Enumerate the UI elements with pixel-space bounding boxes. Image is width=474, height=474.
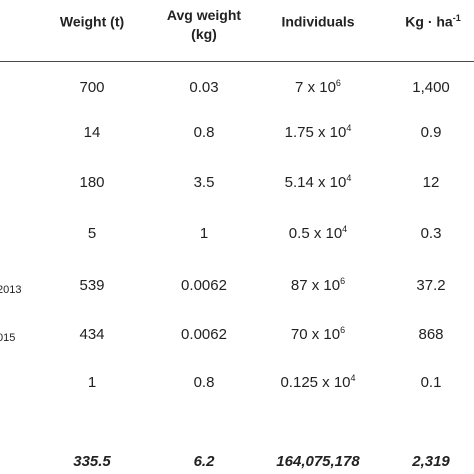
total-individuals: 164,075,178 [276,453,360,470]
cell-kg-ha: 0.1 [420,374,442,391]
cell-individuals: 70 x 106 [291,326,345,344]
cell-individuals-exp: 4 [342,224,348,234]
header-avg-weight-line2: (kg) [191,26,217,42]
cell-weight: 539 [79,277,105,294]
cell-avg-weight: 0.03 [189,79,219,96]
cell-weight: 5 [87,225,97,242]
total-weight: 335.5 [73,453,111,470]
header-avg-weight-line1: Avg weight [166,7,242,23]
cell-individuals-base: 1.75 x 10 [284,124,347,141]
cell-avg-weight: 3.5 [193,174,215,191]
header-avg-weight: Avg weight (kg) [167,6,241,44]
cell-individuals-base: 70 x 10 [290,326,341,343]
cell-individuals: 5.14 x 104 [285,174,352,192]
cell-kg-ha: 0.3 [420,225,442,242]
header-kg-ha: Kg · ha-1 [405,13,460,32]
cell-individuals-exp: 4 [350,373,356,383]
header-individuals: Individuals [281,13,355,30]
cell-individuals: 0.125 x 104 [280,374,355,392]
row-label: 015 [0,332,16,344]
header-weight: Weight (t) [59,13,125,30]
cell-individuals-exp: 6 [340,276,346,286]
cell-individuals: 0.5 x 104 [289,225,347,243]
header-kg-ha-base: Kg · ha [405,13,453,30]
cell-individuals-base: 0.125 x 10 [280,374,351,391]
cell-weight: 700 [79,79,105,96]
cell-avg-weight: 0.0062 [181,277,227,294]
cell-avg-weight: 0.0062 [181,326,227,343]
cell-weight: 1 [87,374,97,391]
cell-individuals-exp: 4 [346,123,352,133]
cell-weight: 434 [79,326,105,343]
cell-individuals: 87 x 106 [291,277,345,295]
cell-individuals-base: 0.5 x 10 [288,225,343,242]
cell-individuals: 7 x 106 [295,79,341,97]
header-kg-ha-exp: -1 [452,12,461,23]
cell-individuals: 1.75 x 104 [285,124,352,142]
cell-individuals-exp: 4 [346,173,352,183]
cell-avg-weight: 1 [199,225,209,242]
cell-kg-ha: 868 [418,326,444,343]
cell-kg-ha: 12 [422,174,440,191]
cell-kg-ha: 1,400 [412,79,450,96]
total-avg-weight: 6.2 [193,453,215,470]
cell-individuals-exp: 6 [340,325,346,335]
cell-avg-weight: 0.8 [193,124,215,141]
row-label: 2013 [0,284,22,296]
total-kg-ha: 2,319 [412,453,450,470]
cell-kg-ha: 0.9 [420,124,442,141]
cell-weight: 180 [79,174,105,191]
cell-avg-weight: 0.8 [193,374,215,391]
cell-kg-ha: 37.2 [416,277,446,294]
cell-individuals-base: 7 x 10 [295,79,336,96]
cell-individuals-base: 5.14 x 10 [284,174,347,191]
cell-weight: 14 [83,124,101,141]
cell-individuals-exp: 6 [335,78,341,88]
cell-individuals-base: 87 x 10 [290,277,341,294]
header-divider [0,61,474,62]
